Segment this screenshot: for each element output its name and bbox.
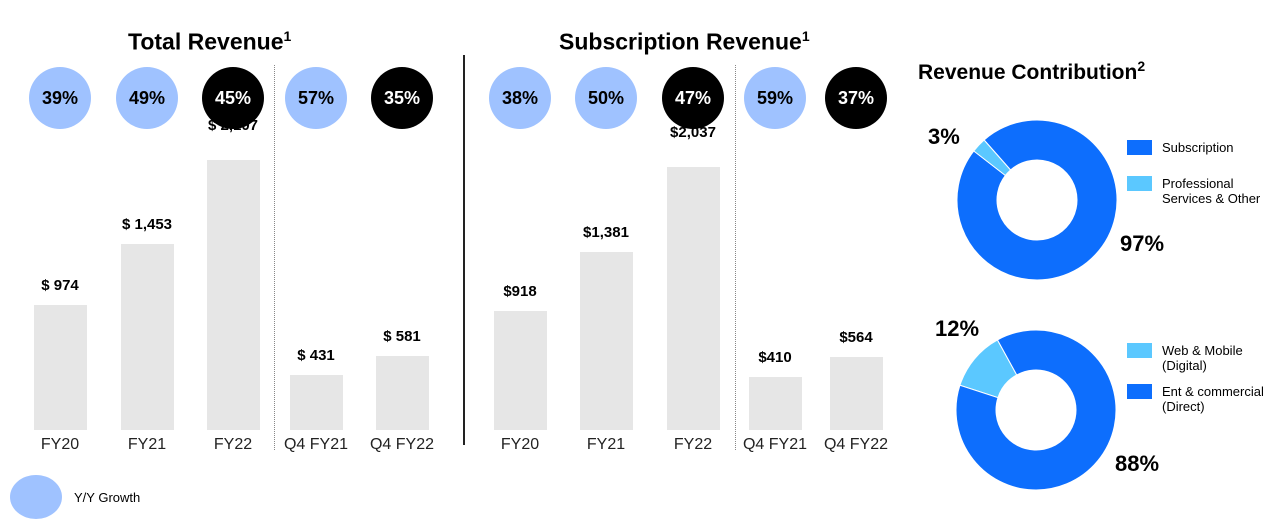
subscription-contribution-donut — [956, 119, 1118, 281]
growth-bubble: 39% — [29, 67, 91, 129]
x-tick-label: FY21 — [127, 436, 167, 453]
bar-value-label: $ 431 — [297, 346, 335, 364]
bar-value-label: $ 581 — [383, 327, 421, 345]
x-tick-label: FY20 — [40, 436, 80, 453]
donut1-major-pct: 97% — [1120, 231, 1165, 256]
total-revenue-title: Total Revenue1 — [128, 28, 292, 55]
bar-value-label: $564 — [839, 329, 873, 347]
x-tick-label: Q4 FY21 — [742, 436, 808, 453]
growth-bubble: 50% — [575, 67, 637, 129]
bar — [375, 355, 429, 430]
growth-bubble: 35% — [371, 67, 433, 129]
x-tick-label: Q4 FY21 — [283, 436, 349, 453]
bar-value-label: $ 2,107 — [207, 117, 259, 134]
growth-bubble: 45% — [202, 67, 264, 129]
bar-value-label: $ 1,453 — [121, 215, 173, 233]
legend-swatch-professional — [1127, 176, 1152, 191]
growth-legend: Y/Y Growth — [10, 475, 140, 519]
x-tick-label: FY22 — [213, 436, 253, 453]
total-quarter-divider — [274, 65, 275, 450]
x-tick-label: Q4 FY22 — [369, 436, 435, 453]
x-tick-label: FY20 — [500, 436, 540, 453]
donut-slice — [956, 119, 1118, 281]
donut-slice — [955, 329, 1117, 491]
bar-value-label: $410 — [758, 349, 792, 367]
bar — [829, 357, 883, 430]
growth-bubble: 57% — [285, 67, 347, 129]
legend-subscription: Subscription — [1127, 140, 1234, 155]
bar — [666, 167, 720, 430]
bar-value-label: $ 974 — [41, 277, 79, 295]
bar-value-label: $918 — [503, 283, 537, 301]
bar — [206, 160, 260, 430]
channel-contribution-donut — [955, 329, 1117, 491]
growth-bubble: 38% — [489, 67, 551, 129]
x-tick-label: FY22 — [673, 436, 713, 453]
bar — [33, 305, 87, 430]
revenue-contribution-title: Revenue Contribution2 — [918, 58, 1146, 84]
donut1-minor-pct: 3% — [928, 124, 960, 149]
x-tick-label: FY21 — [586, 436, 626, 453]
legend-professional-services: Professional Services & Other — [1127, 176, 1277, 206]
legend-ent-commercial: Ent & commercial (Direct) — [1127, 384, 1280, 414]
legend-swatch-web-mobile — [1127, 343, 1152, 358]
subscription-quarter-divider — [735, 65, 736, 450]
x-tick-label: Q4 FY22 — [823, 436, 889, 453]
growth-bubble: 47% — [662, 67, 724, 129]
bar — [579, 251, 633, 430]
bar — [493, 311, 547, 430]
legend-swatch-ent-commercial — [1127, 384, 1152, 399]
donut2-major-pct: 88% — [1115, 451, 1160, 476]
growth-bubble: 49% — [116, 67, 178, 129]
legend-swatch-subscription — [1127, 140, 1152, 155]
section-divider — [463, 55, 465, 445]
growth-bubble: 37% — [825, 67, 887, 129]
subscription-revenue-title: Subscription Revenue1 — [559, 28, 810, 55]
bar-value-label: $2,037 — [670, 124, 716, 141]
bar — [120, 243, 174, 430]
bar — [748, 377, 802, 430]
legend-web-mobile: Web & Mobile (Digital) — [1127, 343, 1272, 373]
bar — [289, 374, 343, 430]
donut2-minor-pct: 12% — [935, 316, 980, 341]
donut-slice — [973, 139, 1012, 177]
bar-value-label: $1,381 — [583, 223, 629, 241]
growth-legend-label: Y/Y Growth — [74, 489, 141, 505]
growth-legend-dot — [10, 475, 62, 519]
growth-bubble: 59% — [744, 67, 806, 129]
